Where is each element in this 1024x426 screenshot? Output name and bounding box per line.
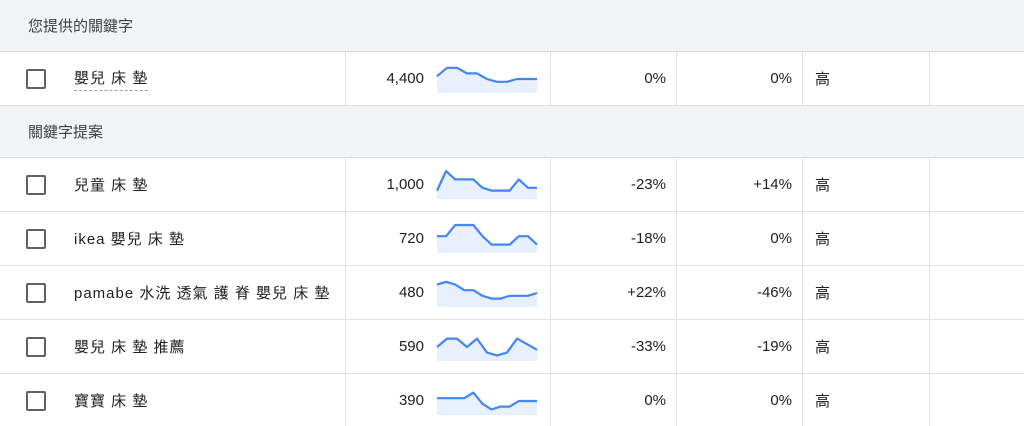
keyword-cell: pamabe 水洗 透氣 護 脊 嬰兒 床 墊 [74, 266, 346, 319]
empty-cell [930, 158, 1024, 211]
yoy-change: -46% [677, 266, 803, 319]
yoy-change: +14% [677, 158, 803, 211]
keyword-text: 嬰兒 床 墊 [74, 67, 149, 91]
trend-line [436, 66, 537, 83]
row-checkbox[interactable] [26, 68, 46, 89]
row-checkbox[interactable] [26, 282, 46, 303]
trend-cell [430, 212, 551, 265]
trend-area [437, 67, 537, 93]
checkbox-cell [0, 52, 74, 105]
competition: 高 [803, 320, 930, 373]
row-checkbox[interactable] [26, 390, 46, 411]
avg-monthly-searches: 1,000 [386, 176, 424, 193]
trend-sparkline [436, 280, 538, 307]
trend-cell [430, 158, 551, 211]
empty-cell [930, 266, 1024, 319]
trend-sparkline [436, 169, 537, 199]
keyword-cell: 兒童 床 墊 [74, 158, 346, 211]
trend-area [437, 392, 537, 415]
competition: 高 [803, 266, 930, 319]
keyword-text: 寶寶 床 墊 [74, 393, 149, 410]
trend-line [437, 223, 538, 246]
checkbox-cell [0, 158, 74, 211]
trend-area [437, 281, 537, 307]
checkbox-cell [0, 212, 74, 265]
row-checkbox[interactable] [26, 336, 46, 357]
empty-cell [930, 212, 1024, 265]
trend-sparkline [437, 391, 537, 415]
empty-cell [930, 320, 1024, 373]
competition: 高 [803, 212, 930, 265]
checkbox-cell [0, 266, 74, 319]
avg-monthly-searches: 590 [398, 338, 424, 355]
competition: 高 [803, 158, 930, 211]
avg-monthly-searches: 720 [398, 230, 424, 247]
row-checkbox[interactable] [26, 174, 46, 195]
three-month-change: -18% [551, 212, 677, 265]
avg-monthly-searches: 390 [398, 392, 424, 409]
keyword-row: 嬰兒 床 墊 4,400 0% 0% 高 [0, 52, 1024, 106]
keyword-row: ikea 嬰兒 床 墊 720 -18% 0% 高 [0, 212, 1024, 266]
trend-cell [430, 320, 551, 373]
keyword-row: 兒童 床 墊 1,000 -23% +14% 高 [0, 158, 1024, 212]
trend-line [437, 391, 537, 410]
trend-cell [430, 266, 551, 319]
keyword-cell: ikea 嬰兒 床 墊 [74, 212, 346, 265]
keyword-text: pamabe 水洗 透氣 護 脊 嬰兒 床 墊 [74, 285, 331, 302]
keyword-text: 嬰兒 床 墊 推薦 [74, 339, 186, 356]
three-month-change: 0% [551, 374, 677, 426]
keyword-row: 嬰兒 床 墊 推薦 590 -33% -19% 高 [0, 320, 1024, 374]
trend-area [437, 170, 537, 199]
trend-line [436, 337, 538, 356]
checkbox-cell [0, 320, 74, 373]
trend-area [437, 224, 537, 253]
avg-monthly-searches: 480 [398, 284, 424, 301]
yoy-change: 0% [677, 212, 803, 265]
competition: 高 [803, 52, 930, 105]
trend-line [436, 169, 537, 192]
yoy-change: 0% [677, 52, 803, 105]
avg-monthly-searches: 4,400 [386, 70, 424, 87]
trend-cell [430, 374, 551, 426]
keyword-text: 兒童 床 墊 [74, 177, 149, 194]
section-header: 關鍵字提案 [0, 106, 1024, 158]
yoy-change: -19% [677, 320, 803, 373]
yoy-change: 0% [677, 374, 803, 426]
trend-sparkline [436, 66, 537, 93]
three-month-change: -33% [551, 320, 677, 373]
trend-sparkline [437, 223, 538, 253]
empty-cell [930, 374, 1024, 426]
keyword-cell: 寶寶 床 墊 [74, 374, 346, 426]
keyword-cell: 嬰兒 床 墊 推薦 [74, 320, 346, 373]
checkbox-cell [0, 374, 74, 426]
keyword-text: ikea 嬰兒 床 墊 [74, 231, 186, 248]
trend-line [436, 280, 538, 300]
keyword-row: 寶寶 床 墊 390 0% 0% 高 [0, 374, 1024, 426]
keyword-cell: 嬰兒 床 墊 [74, 52, 346, 105]
keyword-row: pamabe 水洗 透氣 護 脊 嬰兒 床 墊 480 +22% -46% 高 [0, 266, 1024, 320]
three-month-change: +22% [551, 266, 677, 319]
section-header: 您提供的關鍵字 [0, 0, 1024, 52]
row-checkbox[interactable] [26, 228, 46, 249]
trend-sparkline [436, 337, 538, 361]
three-month-change: -23% [551, 158, 677, 211]
three-month-change: 0% [551, 52, 677, 105]
competition: 高 [803, 374, 930, 426]
trend-cell [430, 52, 551, 105]
empty-cell [930, 52, 1024, 105]
